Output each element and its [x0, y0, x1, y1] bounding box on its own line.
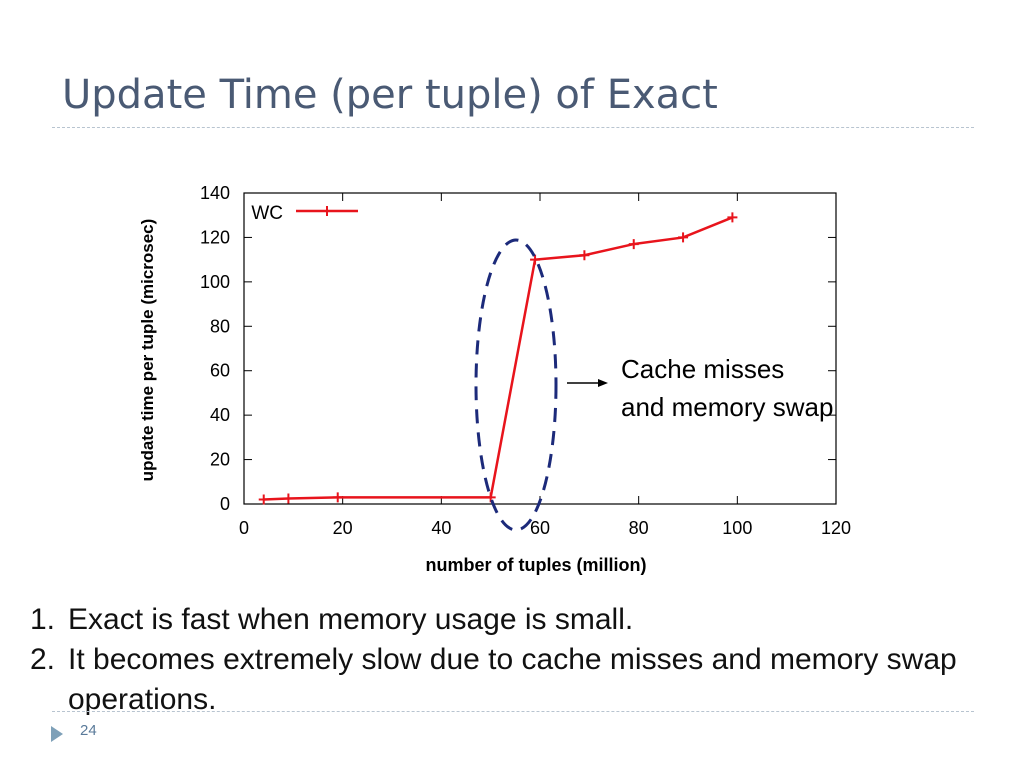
data-point — [530, 254, 541, 265]
bullet-text: Exact is fast when memory usage is small… — [68, 603, 634, 636]
data-point — [579, 250, 590, 261]
page-number: 24 — [80, 722, 97, 739]
x-tick-label: 60 — [530, 518, 550, 538]
y-tick-label: 120 — [200, 227, 230, 247]
data-point — [727, 212, 738, 223]
x-tick-label: 100 — [722, 518, 752, 538]
annotation-line-1: Cache misses — [621, 354, 784, 384]
data-point — [332, 492, 343, 503]
annotation-arrow-head — [598, 379, 608, 387]
y-axis-label: update time per tuple (microsec) — [138, 219, 157, 482]
data-point — [283, 493, 294, 504]
bullet-number: 1. — [30, 603, 56, 636]
bullet-item: 1. Exact is fast when memory usage is sm… — [30, 600, 1000, 640]
x-tick-label: 120 — [821, 518, 851, 538]
y-tick-label: 20 — [210, 450, 230, 470]
slide-title: Update Time (per tuple) of Exact — [62, 72, 718, 118]
annotation-line-2: and memory swap — [621, 392, 833, 422]
legend-label: WC — [251, 203, 283, 224]
footer-divider — [52, 711, 974, 712]
line-chart: 0 20 40 60 80 100 120 140 0 20 40 60 80 100 120 update… — [138, 183, 851, 575]
y-tick-label: 100 — [200, 272, 230, 292]
bullet-list: 1. Exact is fast when memory usage is sm… — [30, 600, 1000, 720]
x-tick-label: 40 — [431, 518, 451, 538]
data-point — [628, 239, 639, 250]
bullet-number: 2. — [30, 643, 56, 676]
y-tick-label: 40 — [210, 405, 230, 425]
x-axis-label: number of tuples (million) — [426, 555, 647, 575]
bullet-text: It becomes extremely slow due to cache m… — [68, 643, 957, 716]
y-tick-label: 60 — [210, 361, 230, 381]
y-tick-label: 140 — [200, 183, 230, 203]
highlight-ellipse — [474, 238, 558, 532]
x-tick-label: 0 — [239, 518, 249, 538]
x-tick-label: 80 — [629, 518, 649, 538]
bullet-item: 2. It becomes extremely slow due to cach… — [30, 640, 1000, 720]
plot-frame — [243, 192, 837, 505]
title-divider — [52, 127, 974, 128]
x-tick-label: 20 — [333, 518, 353, 538]
y-tick-label: 80 — [210, 316, 230, 336]
data-point — [258, 494, 269, 505]
y-tick-label: 0 — [220, 494, 230, 514]
footer-triangle-icon — [51, 726, 63, 742]
data-point — [678, 232, 689, 243]
legend-marker — [322, 206, 332, 216]
